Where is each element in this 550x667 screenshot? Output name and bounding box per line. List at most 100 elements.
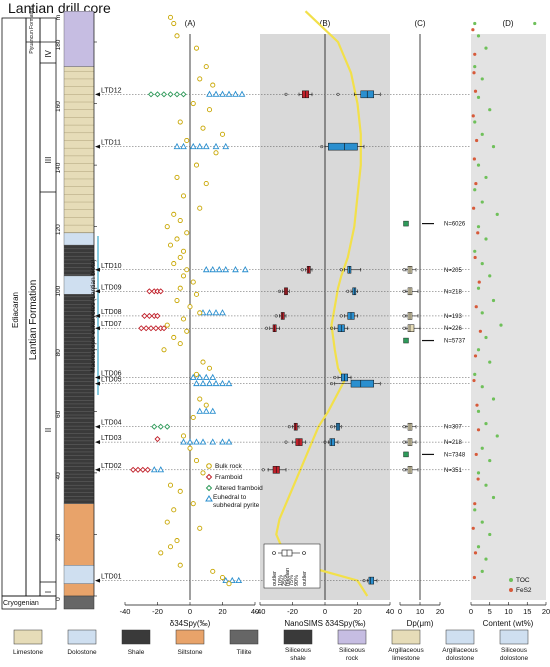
count-label-4: N=226 (444, 326, 463, 332)
bulk-rock-point (219, 131, 226, 137)
bulk-rock-point (203, 402, 209, 408)
sample-label-LTD03: LTD03 (101, 435, 122, 442)
bulk-rock-point (177, 217, 183, 224)
sample-label-LTD08: LTD08 (101, 309, 122, 316)
cryogenian-label: Cryogenian (3, 600, 39, 607)
LTD09-framboid-outlier (277, 289, 282, 293)
LTD01-euhedral-outlier (362, 579, 366, 583)
lith-label-3: Siltstone (178, 649, 203, 656)
bulk-rock-point (197, 310, 203, 316)
framboid-point (139, 466, 146, 473)
panel-c-tick-label: 10 (416, 607, 424, 616)
fes2-point (475, 403, 479, 407)
toc-point (488, 360, 492, 364)
lith-label-8a: Argillaceous (442, 647, 478, 654)
euhedral-point (157, 466, 165, 473)
toc-point (491, 397, 496, 401)
lith-swatch-2 (121, 629, 151, 645)
sample-arrow-LTD10 (95, 267, 100, 272)
euhedral-point (219, 379, 226, 387)
euhedral-point (225, 379, 233, 387)
altered-framboid-point (173, 91, 181, 98)
bulk-rock-point (171, 20, 177, 27)
bulk-rock-point (206, 365, 213, 371)
lith-label-6b: rock (346, 655, 359, 662)
member-i-label: I (44, 591, 53, 593)
bulk-rock-point (187, 445, 193, 451)
sample-arrow-LTD02 (95, 467, 100, 472)
LTD03-dp-outlier (402, 440, 406, 444)
toc-point (473, 188, 477, 192)
fes2-point (471, 526, 475, 530)
bulk-rock-point (210, 82, 216, 88)
framboid-point (154, 312, 161, 319)
count-label-3: N=193 (444, 314, 463, 320)
bulk-rock-point (174, 236, 180, 242)
era-label: Ediacaran (11, 292, 20, 328)
panel-d-label: (D) (502, 19, 513, 28)
LTD10-dp-outlier (402, 268, 406, 272)
LTD02-dp-outlier (402, 468, 406, 472)
toc-point (495, 434, 499, 438)
sample-label-LTD11: LTD11 (101, 140, 121, 147)
LTD12-euhedral-outlier (336, 92, 340, 96)
sample-label-LTD01: LTD01 (101, 574, 122, 581)
bulk-rock-point (187, 304, 193, 310)
bulk-rock-point (190, 279, 196, 285)
fes2-point (476, 231, 480, 235)
euhedral-point (212, 142, 220, 150)
euhedral-point (196, 373, 204, 380)
fes2-point (473, 354, 478, 358)
panel-d-tick-label: 0 (469, 607, 473, 616)
sample-label-LTD09: LTD09 (101, 284, 122, 291)
toc-point (476, 95, 481, 99)
toc-point (473, 372, 477, 376)
bulk-rock-point (177, 254, 183, 260)
depth-unit: m (55, 15, 62, 20)
euhedral-point (212, 379, 220, 387)
fes2-point (472, 71, 476, 75)
fes2-point (473, 255, 477, 260)
toc-point (476, 286, 481, 290)
sample-label-LTD07: LTD07 (101, 321, 122, 328)
bulk-rock-point (200, 470, 206, 476)
euhedral-point (202, 407, 210, 414)
lithology-legend: Limestone Dolostone Shale Siltstone Tillite S… (13, 629, 528, 662)
bulk-rock-point (167, 544, 174, 550)
bulk-rock-point (197, 396, 203, 402)
framboid-point (147, 325, 155, 332)
lith-swatch-4 (229, 629, 259, 645)
LTD07-euhedral-outlier (329, 326, 334, 330)
framboid-point (146, 312, 153, 319)
lith-label-2: Shale (128, 649, 145, 656)
toc-point (476, 545, 481, 549)
legend-euhedral-wrap: Euhedral to subhedral pyrite (213, 494, 259, 509)
bulk-rock-point (190, 101, 196, 107)
euhedral-point (215, 266, 223, 273)
biota-note: Macroscopic eukaryotes (Lantian biota) (90, 259, 97, 372)
euhedral-point (228, 576, 236, 584)
LTD11-euhedral-box (328, 142, 358, 151)
toc-point (484, 175, 488, 180)
LTD10-euhedral-outlier (339, 268, 343, 272)
sample-arrow-LTD05 (95, 381, 100, 386)
bulk-rock-point (158, 550, 164, 556)
sample-label-LTD02: LTD02 (101, 463, 122, 470)
bulk-rock-point (213, 150, 219, 156)
bulk-rock-point (190, 414, 196, 421)
panel-c-xlabel: Dp(μm) (407, 619, 434, 628)
fes2-point (478, 329, 482, 333)
altered-framboid-point (164, 423, 171, 430)
bulk-rock-point (193, 458, 200, 464)
lith-label-4: Tillite (237, 649, 252, 656)
green-marker-0 (403, 220, 409, 227)
panel-b-tick-label: 0 (323, 607, 327, 616)
bulk-rock-point (164, 519, 170, 525)
lith-swatch-7 (391, 629, 421, 645)
euhedral-point (150, 466, 158, 473)
panel-d-points (471, 21, 537, 580)
litho-block-dolostone (63, 232, 95, 246)
fes2-point (472, 378, 476, 383)
bulk-rock-point (164, 322, 170, 328)
